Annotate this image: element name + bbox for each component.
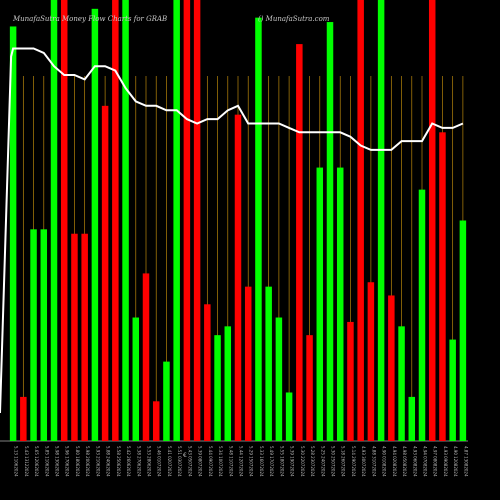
tick-label: 5.25 24072024 xyxy=(320,446,325,477)
tick-label: 4.88 31072024 xyxy=(371,446,376,477)
x-tick-labels: 5.13 11062024 5.43 13122024 5.65 12062024 5… xyxy=(14,446,469,477)
tick-label: 4.93 30072024 xyxy=(361,446,366,477)
bar xyxy=(275,317,283,441)
tick-label: 5.34 10072024 xyxy=(218,446,223,477)
bar xyxy=(244,286,252,441)
tick-label: 5.33 16072024 xyxy=(259,446,264,477)
bar xyxy=(9,26,17,442)
bar xyxy=(377,0,385,441)
tick-label: 5.51 03072024 xyxy=(177,446,182,477)
tick-label: 5.46 01072024 xyxy=(157,446,162,477)
tick-label: 5.43 05072024 xyxy=(187,446,192,477)
money-flow-line xyxy=(0,47,464,414)
tick-label: 4.98 05082024 xyxy=(402,446,407,477)
bar xyxy=(347,321,354,441)
tick-label: 5.85 11062024 xyxy=(44,446,49,477)
tick-label: 5.98 13062024 xyxy=(55,446,60,477)
bar xyxy=(214,335,221,441)
bar xyxy=(183,0,191,441)
bar xyxy=(20,396,27,441)
bar xyxy=(428,0,436,441)
bar xyxy=(101,105,109,441)
tick-label: 5.44 09072024 xyxy=(208,446,213,477)
tick-label: 5.58 25062024 xyxy=(116,446,121,477)
tick-label: 5.39 19072024 xyxy=(290,446,295,477)
bar xyxy=(60,0,68,441)
bar xyxy=(439,132,446,442)
tick-label: 5.88 24062024 xyxy=(106,446,111,477)
tick-label: 5.43 13122024 xyxy=(24,446,29,477)
bar xyxy=(326,22,334,442)
tick-label: 4.90 12082024 xyxy=(453,446,458,477)
bar xyxy=(459,220,467,441)
bar xyxy=(122,0,129,441)
bar xyxy=(193,0,201,441)
bar xyxy=(306,335,313,441)
tick-label: 5.13 11062024 xyxy=(14,446,19,477)
tick-label: 5.39 08072024 xyxy=(198,446,203,477)
bar xyxy=(132,317,140,441)
bar xyxy=(234,114,242,441)
tick-label: 4.94 02082024 xyxy=(392,446,397,477)
bar xyxy=(398,326,405,441)
bar xyxy=(163,361,170,441)
bar xyxy=(91,8,99,441)
tick-label: 4.87 13082024 xyxy=(463,446,468,477)
bar xyxy=(316,167,324,441)
bar xyxy=(296,44,303,441)
tick-label: 5.96 17062024 xyxy=(65,446,70,477)
tick-label: 5.55 18072024 xyxy=(279,446,284,477)
tick-label: 4.94 07082024 xyxy=(423,446,428,477)
tick-label: 5.44 12072024 xyxy=(239,446,244,477)
bar xyxy=(255,17,262,441)
bar xyxy=(50,0,58,441)
bar xyxy=(285,392,293,441)
bar xyxy=(265,286,272,441)
bar xyxy=(71,233,78,441)
bar xyxy=(30,229,37,441)
bar xyxy=(112,0,119,441)
bar xyxy=(357,0,364,441)
bar xyxy=(204,304,211,441)
tick-label: 5.14 29072024 xyxy=(351,446,356,477)
tick-label: 5.48 11072024 xyxy=(228,446,233,477)
tick-label: 5.41 02072024 xyxy=(167,446,172,477)
bar xyxy=(40,229,48,441)
tick-label: 4.93 09082024 xyxy=(443,446,448,477)
tick-label: 5.53 28062024 xyxy=(147,446,152,477)
tick-label: 5.29 15072024 xyxy=(249,446,254,477)
tick-label: 5.98 20062024 xyxy=(85,446,90,477)
tick-label: 5.38 27062024 xyxy=(136,446,141,477)
bar xyxy=(224,326,232,441)
bar xyxy=(336,167,344,441)
tick-label: 5.65 12062024 xyxy=(34,446,39,477)
tick-label: 5.28 23072024 xyxy=(310,446,315,477)
tick-label: 5.80 18062024 xyxy=(75,446,80,477)
bars xyxy=(9,0,467,442)
bar xyxy=(388,295,395,441)
tick-label: 4.90 01082024 xyxy=(382,446,387,477)
bar xyxy=(408,396,416,441)
tick-label: 5.30 25072024 xyxy=(331,446,336,477)
brand-label: () MunafaSutra.com xyxy=(258,15,330,23)
tick-label: 4.93 06082024 xyxy=(412,446,417,477)
tick-label: 4.97 08082024 xyxy=(433,446,438,477)
chart-title: MunafaSutra Money Flow Charts for GRAB xyxy=(12,15,167,23)
center-label: € xyxy=(183,452,187,459)
bar xyxy=(367,282,375,441)
bar xyxy=(418,189,426,441)
bar xyxy=(173,0,180,441)
tick-label: 5.42 26062024 xyxy=(126,446,131,477)
bar xyxy=(152,401,160,441)
tick-label: 5.18 26072024 xyxy=(341,446,346,477)
tick-label: 5.49 17072024 xyxy=(269,446,274,477)
bar xyxy=(449,339,456,441)
tick-label: 5.30 22072024 xyxy=(300,446,305,477)
bar xyxy=(142,273,150,441)
tick-label: 5.93 21062024 xyxy=(95,446,100,477)
bar xyxy=(81,233,88,441)
